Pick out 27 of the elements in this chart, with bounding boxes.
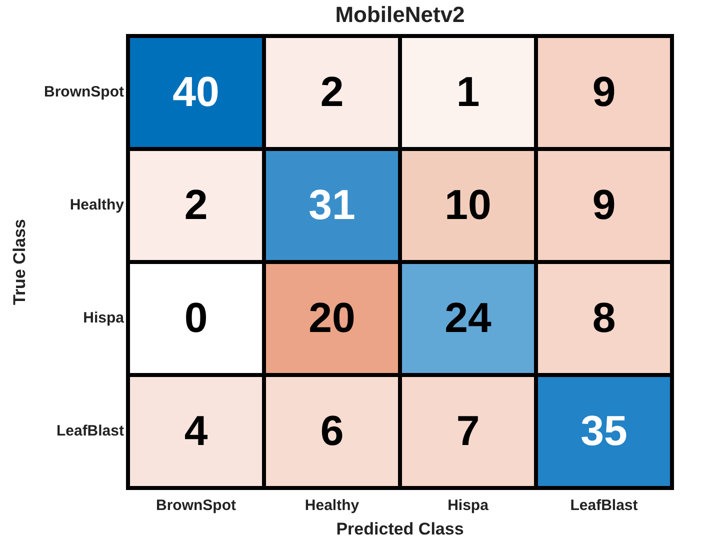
y-tick-label: Hispa [83, 310, 125, 327]
data-label: 10 [444, 181, 492, 228]
data-label: 35 [580, 407, 628, 454]
data-label: 31 [308, 181, 356, 228]
chart-title: MobileNetv2 [335, 2, 465, 28]
data-label: 40 [172, 68, 220, 116]
x-tick-label: Healthy [304, 497, 360, 514]
y-tick-label: LeafBlast [56, 422, 124, 440]
x-tick-label: Hispa [448, 497, 490, 514]
y-tick-label: BrownSpot [44, 84, 124, 101]
data-label: 24 [444, 294, 492, 342]
data-label: 8 [592, 294, 616, 342]
data-label: 9 [592, 68, 616, 116]
data-label: 20 [308, 294, 356, 342]
data-label: 6 [320, 407, 344, 454]
x-tick-label: BrownSpot [156, 497, 236, 514]
data-label: 2 [184, 181, 208, 228]
data-label: 9 [592, 181, 616, 228]
x-axis-title: Predicted Class [336, 519, 464, 538]
data-label: 2 [320, 68, 344, 116]
data-label: 1 [456, 68, 480, 116]
y-tick-label: Healthy [70, 196, 125, 214]
x-tick-label: LeafBlast [570, 497, 638, 514]
data-label: 7 [456, 407, 480, 454]
data-label: 0 [184, 294, 208, 342]
data-label: 4 [184, 407, 208, 454]
y-axis-title: True Class [10, 219, 29, 305]
